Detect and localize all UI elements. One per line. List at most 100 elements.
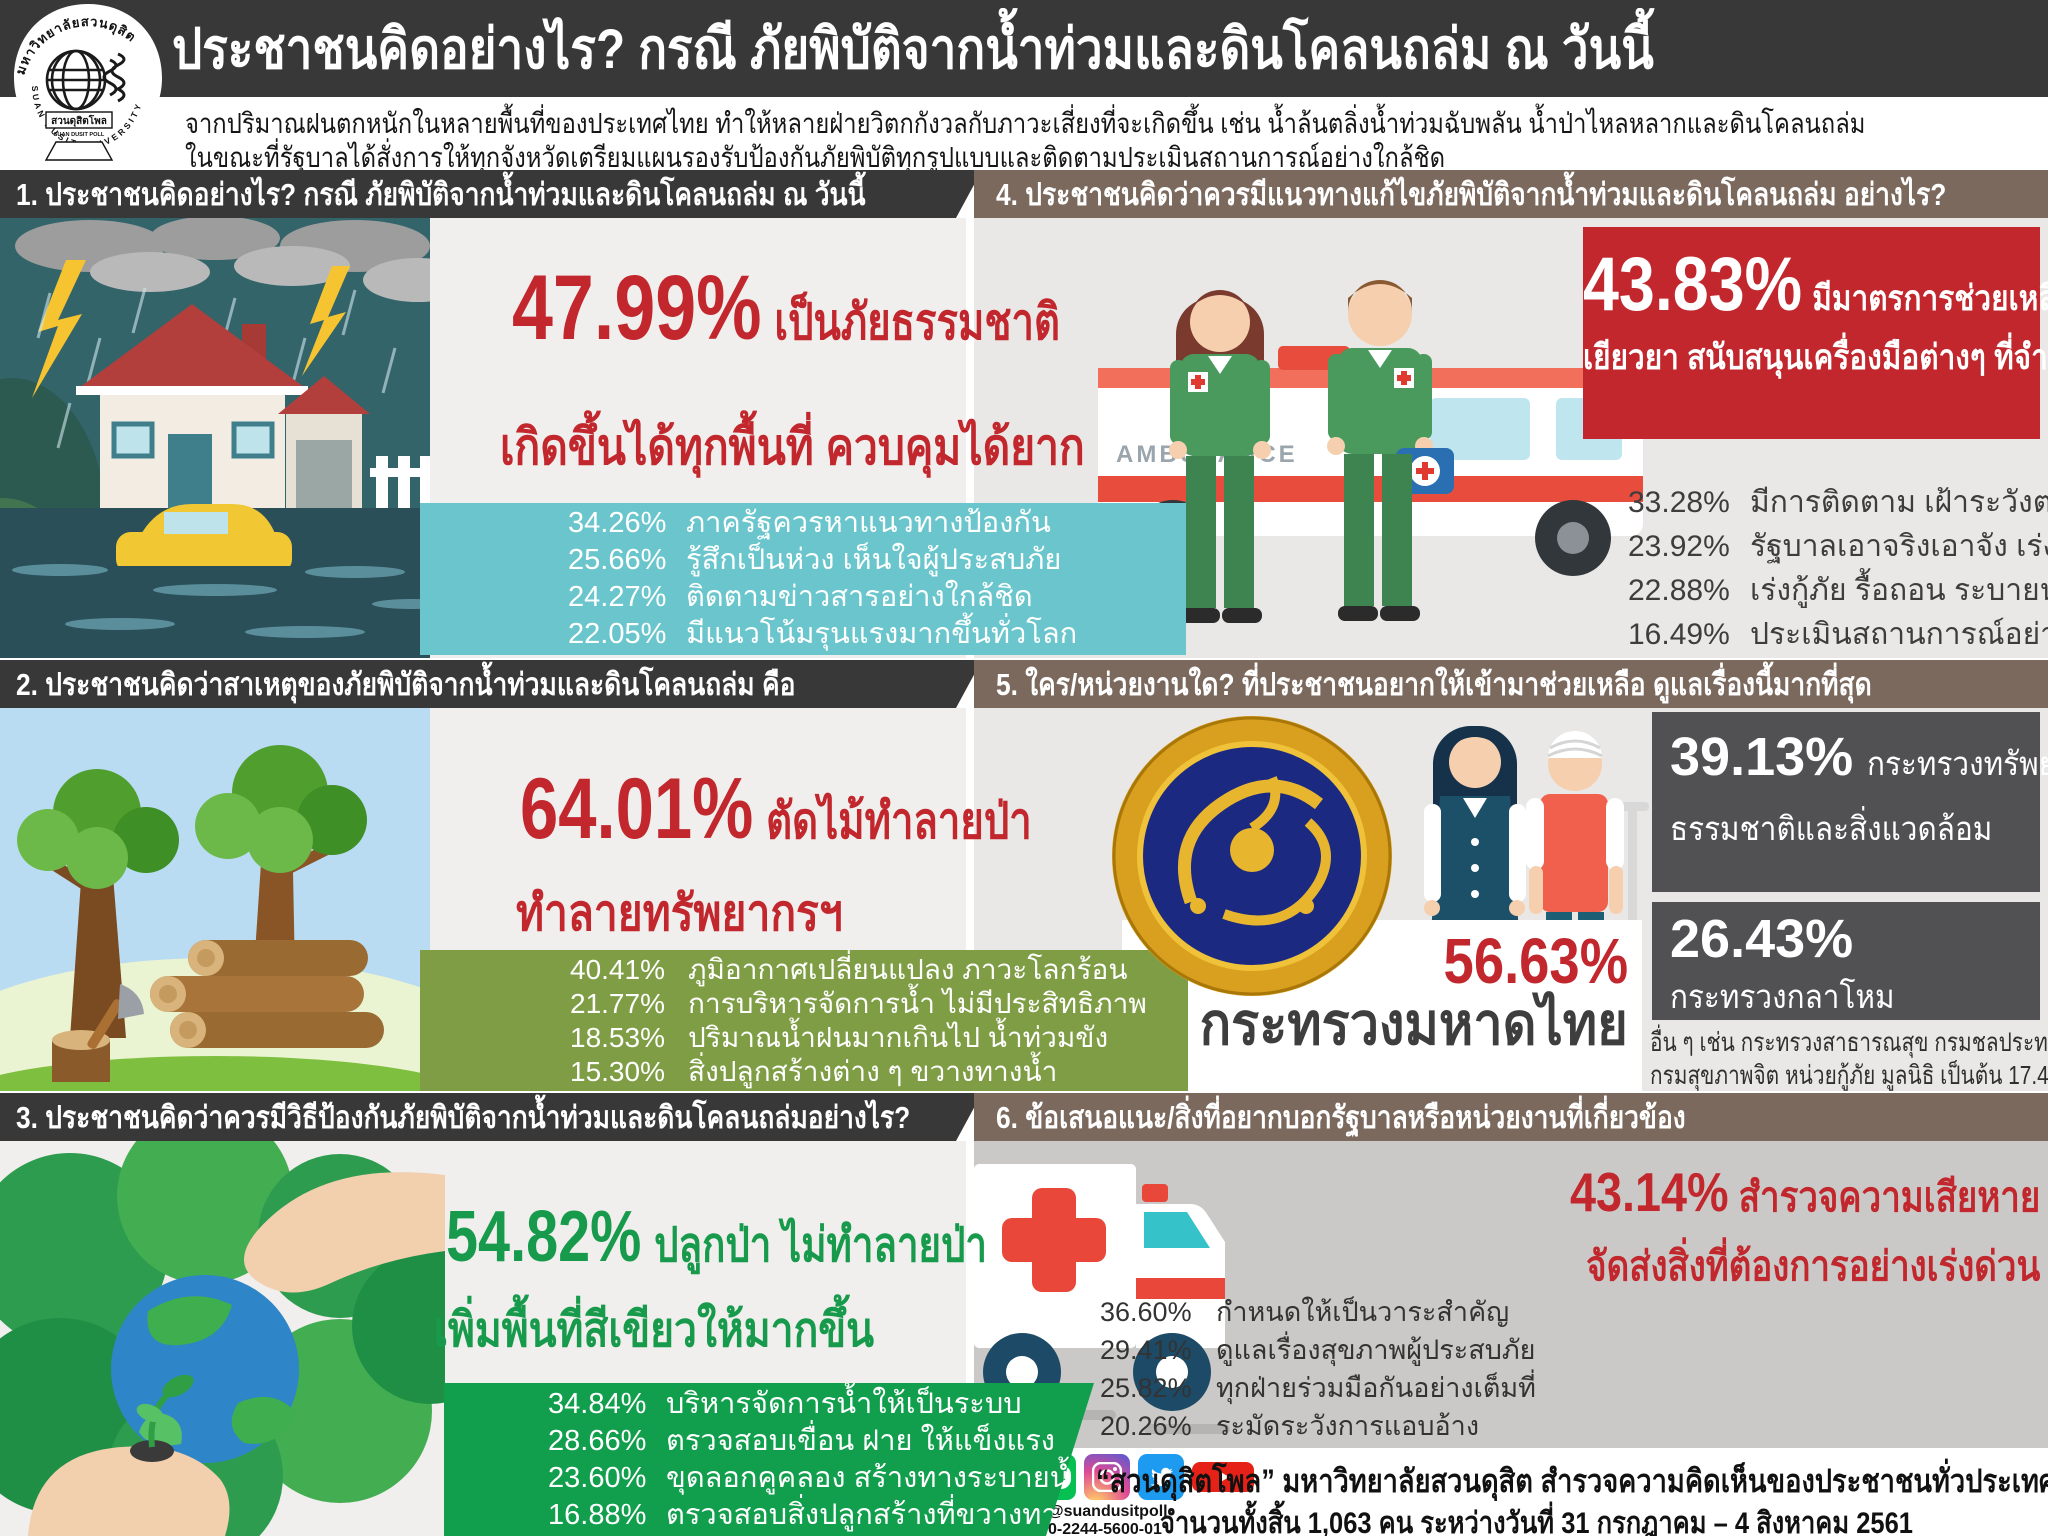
stat-4-label: มีมาตรการช่วยเหลือ	[1812, 279, 2048, 318]
section-2-list: 40.41% ภูมิอากาศเปลี่ยนแปลง ภาวะโลกร้อน 2…	[420, 950, 1188, 1091]
section-5-header: 5. ใคร/หน่วยงานใด? ที่ประชาชนอยากให้เข้า…	[974, 660, 2048, 708]
list-item: 25.82% ทุกฝ่ายร่วมมือกันอย่างเต็มที่	[1100, 1373, 1536, 1403]
list-item: 22.05% มีแนวโน้มรุนแรงมากขึ้นทั่วโลก	[568, 618, 1078, 650]
stat-2-percent: 64.01%	[520, 761, 754, 857]
stat-4-line2: เยียวยา สนับสนุนเครื่องมือต่างๆ ที่จำเป็…	[1583, 338, 2048, 377]
section-5-others: อื่น ๆ เช่น กระทรวงสาธารณสุข กรมชลประทาน…	[1650, 1027, 2048, 1090]
youtube-icon	[1192, 1462, 1254, 1492]
section-6-list: 36.60% กำหนดให้เป็นวาระสำคัญ 29.41% ดูแลเร…	[1100, 1295, 1680, 1443]
footer-line-2: จำนวนทั้งสิ้น 1,063 คน ระหว่างวันที่ 31 …	[1160, 1507, 1913, 1536]
top-header-bar: ประชาชนคิดอย่างไร? กรณี ภัยพิบัติจากน้ำท…	[0, 0, 2048, 97]
section-6-stat-line2: จัดส่งสิ่งที่ต้องการอย่างเร่งด่วน	[1585, 1243, 2040, 1289]
stat-2-label: ตัดไม้ทำลายป่า	[766, 793, 1032, 849]
stat-1-percent: 47.99%	[512, 257, 762, 359]
waves	[12, 564, 430, 638]
list-item: 20.26% ระมัดระวังการแอบอ้าง	[1100, 1411, 1480, 1441]
flooded-car-icon	[116, 504, 292, 574]
subtitle-line-1: จากปริมาณฝนตกหนักในหลายพื้นที่ของประเทศไ…	[185, 108, 1866, 139]
list-item: 34.26% ภาครัฐควรหาแนวทางป้องกัน	[568, 507, 1051, 539]
list-item: 29.41% ดูแลเรื่องสุขภาพผู้ประสบภัย	[1100, 1335, 1536, 1365]
list-item: 25.66% รู้สึกเป็นห่วง เห็นใจผู้ประสบภัย	[568, 544, 1062, 576]
section-4-header: 4. ประชาชนคิดว่าควรมีแนวทางแก้ไขภัยพิบัต…	[974, 170, 2048, 218]
list-item: 28.66% ตรวจสอบเขื่อน ฝาย ให้แข็งแรง	[548, 1424, 1055, 1457]
logo-graphic: มหาวิทยาลัยสวนดุสิต SUAN DUSIT UNIVERSIT…	[13, 4, 162, 164]
suan-dusit-logo: มหาวิทยาลัยสวนดุสิต SUAN DUSIT UNIVERSIT…	[6, 2, 170, 171]
section-5-box-1: 39.13% กระทรวงทรัพยากร ธรรมชาติและสิ่งแว…	[1652, 712, 2048, 892]
list-item: 23.92%รัฐบาลเอาจริงเอาจัง เร่งแก้ไข	[1628, 530, 2048, 563]
section-2-stat: 64.01% ตัดไม้ทำลายป่า	[520, 760, 1160, 861]
stump-and-axe-icon	[52, 984, 144, 1082]
section-1-stat: 47.99% เป็นภัยธรรมชาติ	[512, 256, 1197, 362]
tree	[17, 769, 179, 1038]
list-item: 40.41% ภูมิอากาศเปลี่ยนแปลง ภาวะโลกร้อน	[570, 953, 1128, 985]
stat-4-percent: 43.83%	[1583, 242, 1803, 327]
instagram-icon	[1084, 1454, 1130, 1500]
log-pile	[150, 940, 384, 1048]
section-5-box-2: 26.43% กระทรวงกลาโหม	[1652, 902, 2040, 1020]
paramedics-ambulance-illustration: AMBULANCE	[1098, 280, 1643, 623]
hand-bottom	[28, 1446, 230, 1536]
stat-3-label: ปลูกป่า ไม่ทำลายป่า	[654, 1219, 987, 1272]
red-cross-icon	[1002, 1188, 1106, 1292]
flood-scene-illustration	[0, 218, 430, 658]
qr-phone: 0-2244-5600-01	[1048, 1521, 1162, 1536]
list-item: 23.60% ขุดลอกคูคลอง สร้างทางระบายน้ำ	[548, 1461, 1086, 1494]
section-2-stat-line2: ทำลายทรัพยากรฯ	[516, 885, 843, 941]
list-item: 24.27% ติดตามข่าวสารอย่างใกล้ชิด	[568, 581, 1033, 613]
fence	[370, 456, 430, 510]
subtitle-line-2: ในขณะที่รัฐบาลได้สั่งการให้ทุกจังหวัดเตร…	[185, 142, 1446, 173]
twitter-icon	[1138, 1454, 1184, 1500]
stat-6-label: สำรวจความเสียหาย	[1738, 1174, 2040, 1220]
stat-3-percent: 54.82%	[446, 1197, 642, 1277]
stat-5-label: กระทรวงมหาดไทย	[1199, 992, 1628, 1058]
logo-poll-thai: สวนดุสิตโพล	[51, 114, 107, 127]
box2-percent: 26.43%	[1670, 909, 1854, 969]
box2-label: กระทรวงกลาโหม	[1670, 978, 1895, 1015]
page-title: ประชาชนคิดอย่างไร? กรณี ภัยพิบัติจากน้ำท…	[172, 17, 1654, 80]
windshield	[1144, 1212, 1210, 1248]
box1-percent: 39.13%	[1670, 727, 1854, 787]
paramedic-male	[1327, 280, 1454, 621]
section-1-header: 1. ประชาชนคิดอย่างไร? กรณี ภัยพิบัติจากน…	[0, 170, 982, 218]
list-item: 16.88% ตรวจสอบสิ่งปลูกสร้างที่ขวางทางน้ำ	[548, 1498, 1108, 1531]
stat-1-label: เป็นภัยธรรมชาติ	[774, 294, 1060, 350]
footer: f LINE	[974, 1450, 2048, 1536]
section-3-stat: 54.82% ปลูกป่า ไม่ทำลายป่า	[446, 1196, 1122, 1283]
list-item: 34.84% บริหารจัดการน้ำให้เป็นระบบ	[548, 1387, 1022, 1420]
list-item: 22.88% เร่งกู้ภัย รื้อถอน ระบายน้ำ	[1628, 574, 2048, 607]
ministry-interior-seal-icon	[1112, 716, 1392, 996]
section-1-list: 34.26% ภาครัฐควรหาแนวทางป้องกัน 25.66% รู้…	[420, 503, 1186, 655]
section-4-stat-box: 43.83% มีมาตรการช่วยเหลือ เยียวยา สนับสน…	[1583, 227, 2048, 439]
logo-poll-en: SUAN DUSIT POLL	[54, 132, 105, 138]
qr-handle: @suandusitpoll	[1048, 1503, 1168, 1520]
stat-6-percent: 43.14%	[1569, 1161, 1729, 1223]
deforestation-illustration	[0, 708, 430, 1091]
stat-5-percent: 56.63%	[1443, 925, 1628, 997]
section-6-header: 6. ข้อเสนอแนะ/สิ่งที่อยากบอกรัฐบาลหรือหน…	[974, 1093, 2048, 1141]
section-3-header: 3. ประชาชนคิดว่าควรมีวิธีป้องกันภัยพิบัต…	[0, 1093, 982, 1141]
earth-globe-icon	[111, 1275, 299, 1463]
sprout-icon	[130, 1374, 194, 1462]
box1-label-2: ธรรมชาติและสิ่งแวดล้อม	[1670, 810, 1993, 847]
hand-top	[244, 1172, 445, 1293]
list-item: 21.77% การบริหารจัดการน้ำ ไม่มีประสิทธิภา…	[570, 987, 1147, 1019]
lightning-icon	[302, 266, 350, 376]
section-2-header: 2. ประชาชนคิดว่าสาเหตุของภัยพิบัติจากน้ำ…	[0, 660, 982, 708]
house	[76, 304, 370, 511]
section-3-stat-line2: เพิ่มพื้นที่สีเขียวให้มากขึ้น	[434, 1304, 875, 1357]
box1-label-1: กระทรวงทรัพยากร	[1867, 745, 2048, 782]
lightning-icon	[32, 260, 86, 398]
section-4-list: 33.28%มีการติดตาม เฝ้าระวังตลอดเวลา 23.9…	[1628, 480, 2048, 658]
hands-earth-illustration	[0, 1141, 445, 1536]
section-6-stat: 43.14% สำรวจความเสียหาย	[1440, 1160, 2040, 1230]
section-3-list: 34.84% บริหารจัดการน้ำให้เป็นระบบ 28.66% ต…	[444, 1383, 1094, 1536]
footer-line-1: “สวนดุสิตโพล” มหาวิทยาลัยสวนดุสิต สำรวจค…	[1096, 1463, 2048, 1499]
list-item: 36.60% กำหนดให้เป็นวาระสำคัญ	[1100, 1297, 1510, 1327]
list-item: 33.28%มีการติดตาม เฝ้าระวังตลอดเวลา	[1628, 486, 2048, 519]
beacon-light	[1142, 1184, 1168, 1202]
globe-icon	[45, 49, 126, 111]
list-item: 18.53% ปริมาณน้ำฝนมากเกินไป น้ำท่วมขัง	[570, 1021, 1109, 1053]
rescue-truck-illustration	[966, 1164, 1230, 1434]
list-item: 15.30% สิ่งปลูกสร้างต่าง ๆ ขวางทางน้ำ	[570, 1055, 1058, 1087]
